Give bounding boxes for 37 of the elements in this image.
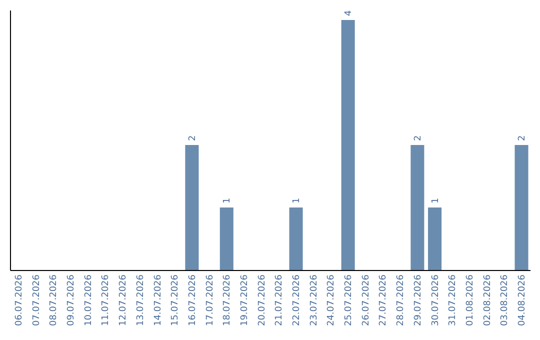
x-tick-label: 03.08.2026: [500, 274, 510, 326]
x-tick-label: 10.07.2026: [84, 274, 94, 326]
x-tick-label: 07.07.2026: [32, 274, 42, 326]
x-tick-label: 24.07.2026: [326, 274, 337, 326]
data-label: 2: [188, 135, 198, 141]
x-tick-label: 12.07.2026: [118, 274, 129, 326]
x-tick-label: 19.07.2026: [240, 274, 250, 326]
x-tick-label: 23.07.2026: [309, 274, 320, 326]
x-tick-label: 13.07.2026: [136, 274, 146, 326]
x-tick-label: 15.07.2026: [170, 274, 181, 326]
x-tick-label: 08.07.2026: [49, 274, 60, 326]
data-label: 2: [518, 135, 528, 141]
data-label: 2: [413, 135, 424, 141]
x-tick-label: 28.07.2026: [396, 274, 406, 326]
x-tick-label: 22.07.2026: [292, 274, 302, 326]
x-tick-label: 04.08.2026: [518, 274, 528, 326]
x-tick-label: 26.07.2026: [361, 274, 372, 326]
x-tick-label: 29.07.2026: [413, 274, 424, 326]
x-tick-label: 02.08.2026: [482, 274, 493, 326]
x-tick-label: 21.07.2026: [274, 274, 285, 326]
x-tick-label: 25.07.2026: [344, 274, 354, 326]
data-label: 1: [222, 198, 233, 204]
x-tick-label: 09.07.2026: [66, 274, 77, 326]
x-tick-label: 31.07.2026: [448, 274, 458, 326]
x-tick-label: 30.07.2026: [430, 274, 441, 326]
data-label: 4: [344, 10, 354, 16]
x-tick-label: 17.07.2026: [205, 274, 216, 326]
data-label: 1: [292, 198, 302, 204]
x-tick-label: 27.07.2026: [378, 274, 389, 326]
x-tick-label: 18.07.2026: [222, 274, 233, 326]
x-tick-label: 06.07.2026: [14, 274, 24, 326]
data-label: 1: [430, 198, 441, 204]
x-tick-label: 11.07.2026: [101, 274, 112, 326]
x-tick-label: 20.07.2026: [257, 274, 268, 326]
x-tick-label: 14.07.2026: [153, 274, 164, 326]
x-tick-label: 01.08.2026: [465, 274, 476, 326]
x-tick-label: 16.07.2026: [188, 274, 198, 326]
